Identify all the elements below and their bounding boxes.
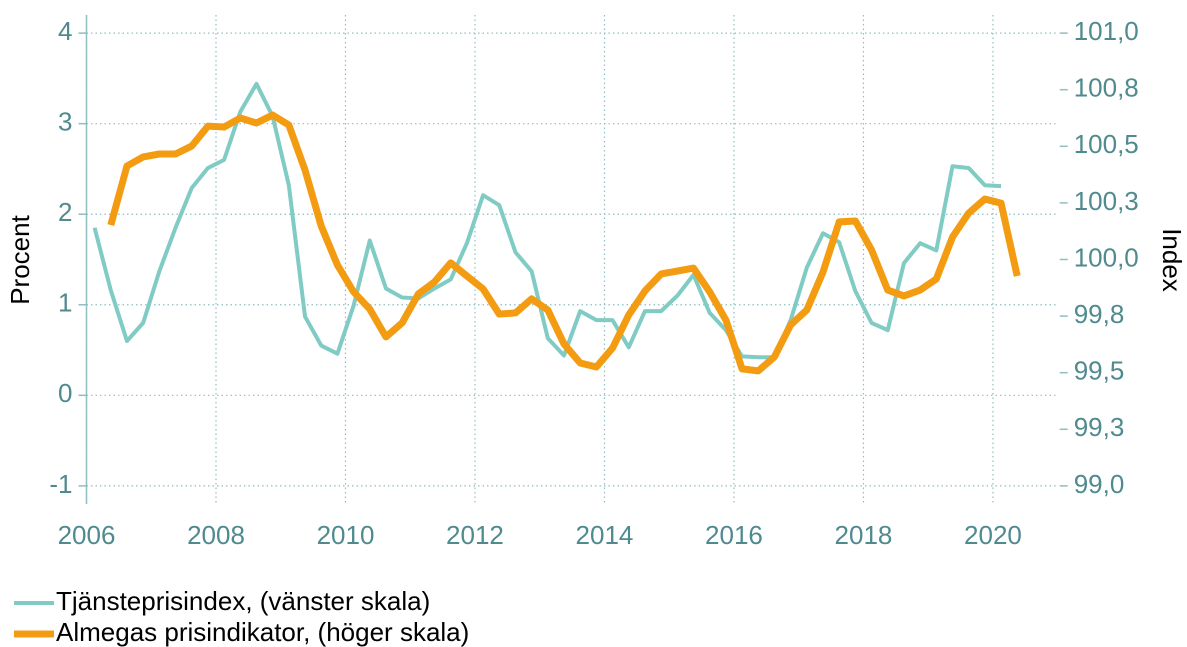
data-line xyxy=(92,81,1002,360)
y-tick-label: 0 xyxy=(58,378,72,408)
y2-tick-label: 99,5 xyxy=(1074,356,1125,386)
y-tick-label: 4 xyxy=(58,16,72,46)
x-tick-label: 2014 xyxy=(576,520,634,550)
y-axis-title: Procent xyxy=(5,214,35,304)
x-tick-label: 2010 xyxy=(317,520,375,550)
y2-axis-title: Index xyxy=(1157,228,1187,292)
x-tick-label: 2018 xyxy=(835,520,893,550)
y-tick-label: 1 xyxy=(58,288,72,318)
y2-tick-label: 99,8 xyxy=(1074,299,1125,329)
legend-text: Almegas prisindikator, (höger skala) xyxy=(56,617,469,647)
x-tick-label: 2008 xyxy=(187,520,245,550)
y2-tick-label: 100,0 xyxy=(1074,242,1139,272)
x-tick-label: 2006 xyxy=(58,520,116,550)
y-tick-label: -1 xyxy=(49,469,72,499)
y2-tick-label: 100,3 xyxy=(1074,186,1139,216)
data-line xyxy=(107,111,1021,375)
x-tick-label: 2012 xyxy=(446,520,504,550)
y2-tick-label: 101,0 xyxy=(1074,16,1139,46)
x-tick-label: 2020 xyxy=(964,520,1022,550)
y-tick-label: 2 xyxy=(58,197,72,227)
y-tick-label: 3 xyxy=(58,107,72,137)
y2-tick-label: 100,8 xyxy=(1074,73,1139,103)
y2-tick-label: 99,0 xyxy=(1074,469,1125,499)
y2-tick-label: 100,5 xyxy=(1074,129,1139,159)
x-tick-label: 2016 xyxy=(705,520,763,550)
y2-tick-label: 99,3 xyxy=(1074,412,1125,442)
legend-text: Tjänsteprisindex, (vänster skala) xyxy=(56,586,430,616)
